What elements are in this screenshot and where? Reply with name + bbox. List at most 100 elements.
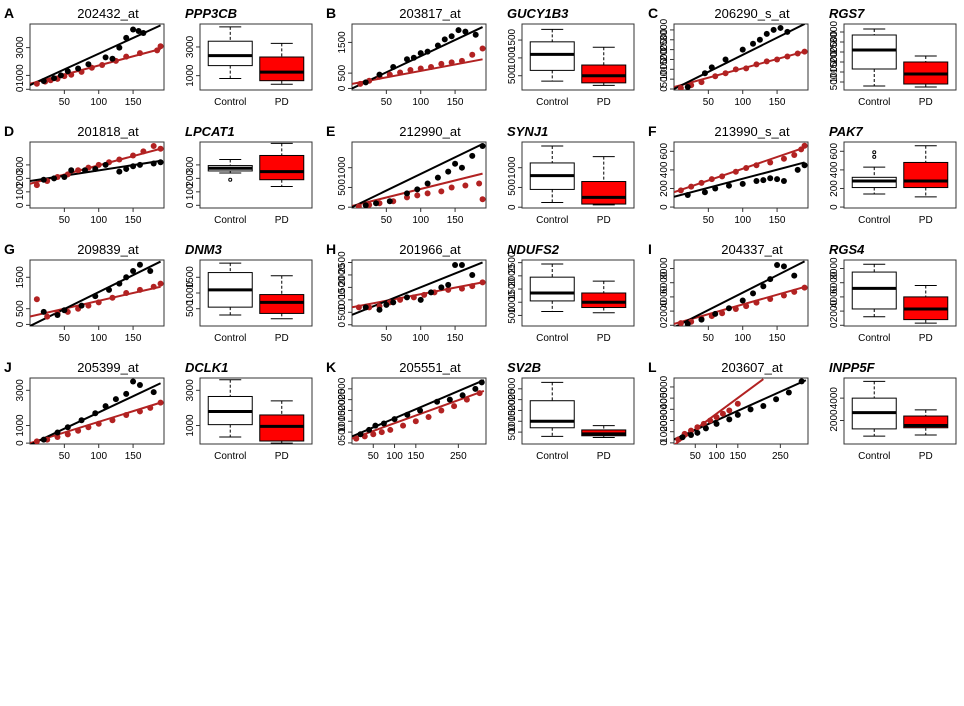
pd-point (801, 48, 808, 55)
pd-point (708, 176, 715, 183)
control-point (391, 416, 398, 423)
control-point (441, 36, 448, 43)
group-label: PD (919, 451, 933, 462)
control-point (462, 28, 469, 35)
pd-point (479, 45, 486, 52)
control-point (479, 142, 486, 149)
pd-point (694, 424, 701, 431)
pd-point (801, 284, 808, 291)
control-point (92, 293, 99, 300)
pd-point (753, 299, 760, 306)
control-point (40, 77, 47, 84)
x-tick-label: 100 (412, 97, 429, 108)
control-point (362, 202, 369, 208)
scatter-plot-area (674, 142, 808, 198)
group-label: PD (597, 215, 611, 226)
x-tick-label: 150 (769, 97, 786, 108)
control-point (708, 64, 715, 71)
pd-point (150, 283, 157, 290)
y-tick-label: 0 (659, 86, 670, 92)
box-y-tick-label: 1000 (829, 60, 840, 83)
y-tick-label: 0 (337, 322, 348, 328)
box-y-tick-label: 4000 (829, 285, 840, 308)
pd-point (123, 290, 130, 296)
y-tick-label: 6000 (659, 271, 670, 294)
control-point (140, 30, 147, 37)
panel-letter: A (4, 5, 14, 21)
panel-letter: K (326, 359, 336, 375)
box-y-tick-label: 1000 (185, 414, 196, 437)
box-y-tick-label: 0 (507, 204, 518, 210)
box-y-tick-label: 200 (829, 180, 840, 197)
control-point (770, 26, 777, 33)
box-y-tick-label: 2000 (829, 300, 840, 323)
pd-point (469, 51, 476, 58)
pd-point (753, 61, 760, 68)
pd-point (355, 304, 362, 311)
probe-id: 205551_at (399, 360, 461, 375)
pd-point (150, 143, 157, 150)
control-point (390, 299, 397, 306)
panel-J: J 205399_at 50 100 150 0 1000 3000 DCLK1 1000 3000… (4, 359, 313, 462)
scatter-frame (351, 377, 487, 445)
control-point (61, 307, 68, 314)
pd-point (479, 196, 486, 203)
control-point (760, 283, 767, 290)
pd-point (109, 417, 116, 424)
control-point (75, 65, 82, 72)
box-frame (521, 23, 635, 91)
control-point (123, 34, 130, 41)
control-point (701, 189, 708, 196)
scatter-plot-area (352, 142, 486, 208)
pd-point (462, 182, 469, 189)
pd-point (370, 431, 377, 438)
pd-point (719, 410, 726, 417)
box-y-tick-label: 2000 (507, 388, 518, 411)
box-y-tick-label: 1500 (507, 399, 518, 422)
control-point (403, 56, 410, 63)
pd-point (157, 280, 164, 287)
y-tick-label: 5000 (659, 375, 670, 398)
pd-point (417, 65, 424, 72)
y-tick-label: 1500 (15, 266, 26, 289)
pd-point (469, 283, 476, 290)
x-tick-label: 100 (90, 215, 107, 226)
control-point (472, 31, 479, 38)
x-tick-label: 100 (90, 97, 107, 108)
scatter-frame (351, 23, 487, 91)
y-tick-label: 4000 (659, 285, 670, 308)
pd-point (780, 292, 787, 299)
pd-point (719, 310, 726, 317)
y-tick-label: 1500 (659, 48, 670, 71)
pd-point (732, 168, 739, 175)
pd-point (791, 152, 798, 159)
control-point (739, 46, 746, 53)
pd-point (407, 67, 414, 74)
control-point (774, 261, 781, 268)
control-point (780, 263, 787, 270)
pd-point (734, 400, 741, 407)
x-tick-label: 150 (769, 215, 786, 226)
x-tick-label: 50 (703, 97, 715, 108)
group-label: Control (858, 451, 890, 462)
box-y-tick-label: 2500 (829, 30, 840, 53)
control-point (116, 44, 123, 51)
pd-box (581, 292, 627, 309)
probe-id: 206290_s_at (714, 6, 790, 21)
y-tick-label: 3000 (15, 379, 26, 402)
pd-point (448, 59, 455, 66)
control-fit-line (352, 261, 483, 316)
control-point (357, 431, 364, 438)
panel-letter: H (326, 241, 336, 257)
control-box (851, 271, 897, 310)
pd-point (136, 408, 143, 415)
group-label: Control (858, 333, 890, 344)
pd-box (259, 154, 305, 181)
probe-id: 204337_at (721, 242, 783, 257)
panel-letter: B (326, 5, 336, 21)
gene-name: INPP5F (829, 360, 876, 375)
pd-point (412, 418, 419, 425)
